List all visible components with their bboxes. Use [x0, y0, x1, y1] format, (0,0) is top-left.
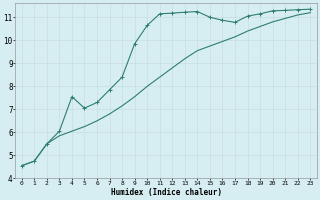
X-axis label: Humidex (Indice chaleur): Humidex (Indice chaleur) [110, 188, 221, 197]
